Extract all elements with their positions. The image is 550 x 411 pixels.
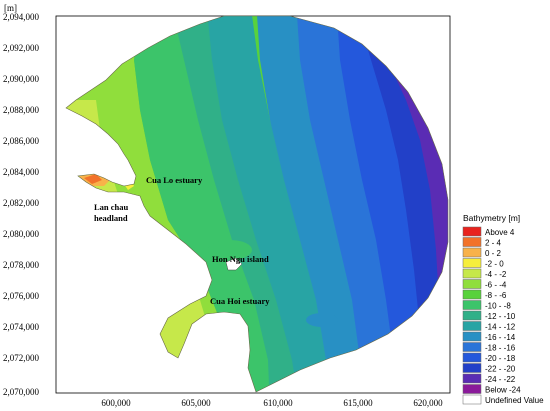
legend-swatch (462, 342, 482, 352)
cua-lo-estuary-label: Cua Lo estuary (146, 175, 203, 185)
legend-label: Undefined Value (485, 396, 544, 405)
x-axis: 600,000 605,000 610,000 615,000 620,000 (101, 398, 443, 408)
legend-swatch (462, 363, 482, 373)
y-tick-label: 2,092,000 (3, 43, 40, 53)
legend-swatch (462, 258, 482, 268)
y-tick-label: 2,072,000 (3, 353, 40, 363)
legend-swatch (462, 331, 482, 342)
hon-ngu-island-shape (225, 257, 243, 271)
legend-swatch (462, 352, 482, 363)
x-tick-label: 605,000 (181, 398, 211, 408)
legend-label: -8 - -6 (485, 291, 507, 300)
hon-ngu-island-label: Hon Ngu island (212, 254, 269, 264)
x-tick-label: 600,000 (101, 398, 131, 408)
legend-label: -10 - -8 (485, 302, 511, 311)
legend-label: -4 - -2 (485, 270, 507, 279)
x-tick-label: 610,000 (263, 398, 293, 408)
lan-chau-headland-label-line2: headland (94, 213, 128, 223)
legend-swatch (462, 268, 482, 279)
legend-swatch (462, 237, 482, 247)
legend-swatch (462, 289, 482, 300)
y-tick-label: 2,078,000 (3, 260, 40, 270)
y-tick-label: 2,090,000 (3, 74, 40, 84)
y-tick-label: 2,070,000 (3, 387, 40, 397)
legend-swatch (462, 321, 482, 331)
legend-swatch (462, 279, 482, 289)
unit-label: [m] (4, 3, 17, 13)
legend-swatch (462, 373, 482, 384)
x-tick-label: 615,000 (343, 398, 373, 408)
legend-swatch (462, 300, 482, 310)
domain-outline (65, 15, 449, 393)
y-tick-label: 2,074,000 (3, 322, 40, 332)
x-tick-label: 620,000 (413, 398, 443, 408)
legend-label: -18 - -16 (485, 344, 516, 353)
legend-label: -12 - -10 (485, 312, 516, 321)
legend-swatch (462, 226, 482, 237)
legend-label: Below -24 (485, 386, 521, 395)
y-tick-label: 2,084,000 (3, 167, 40, 177)
legend-label: -14 - -12 (485, 323, 516, 332)
legend-label: -22 - -20 (485, 365, 516, 374)
y-tick-label: 2,080,000 (3, 229, 40, 239)
cua-hoi-estuary-label: Cua Hoi estuary (210, 296, 270, 306)
y-axis: 2,094,000 2,092,000 2,090,000 2,088,000 … (3, 12, 40, 397)
legend-label: -6 - -4 (485, 281, 507, 290)
legend-swatch (462, 247, 482, 258)
y-tick-label: 2,082,000 (3, 198, 40, 208)
legend-label: 2 - 4 (485, 239, 502, 248)
legend-label: -16 - -14 (485, 333, 516, 342)
legend-label: -20 - -18 (485, 354, 516, 363)
y-tick-label: 2,086,000 (3, 136, 40, 146)
legend-label: -24 - -22 (485, 375, 516, 384)
legend-swatch (462, 384, 482, 394)
legend-swatch (462, 310, 482, 321)
y-tick-label: 2,088,000 (3, 105, 40, 115)
legend: Bathymetry [m] Above 4 2 - 40 - 2 -2 - 0-4… (462, 213, 544, 405)
lan-chau-headland-label-line1: Lan chau (94, 202, 129, 212)
legend-label: Above 4 (485, 228, 515, 237)
y-tick-label: 2,076,000 (3, 291, 40, 301)
legend-label: -2 - 0 (485, 260, 504, 269)
legend-swatch (462, 394, 482, 405)
legend-title: Bathymetry [m] (463, 213, 520, 223)
y-tick-label: 2,094,000 (3, 12, 40, 22)
legend-label: 0 - 2 (485, 249, 502, 258)
